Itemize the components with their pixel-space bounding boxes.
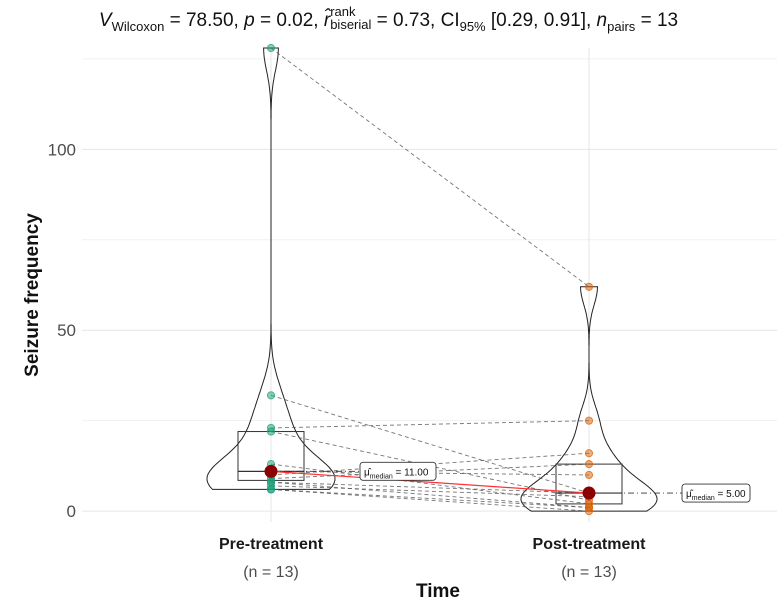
ci-sub: 95% [459, 18, 486, 34]
x-tick-n-label: (n = 13) [561, 564, 617, 581]
data-point [266, 391, 276, 400]
pair-lines [270, 47, 590, 512]
grid [82, 48, 777, 522]
data-point [266, 485, 276, 494]
x-axis-label: Time [416, 581, 460, 602]
chart-title: VWilcoxon = 78.50, p = 0.02, r̂ rank biser… [0, 5, 777, 34]
p-value: = 0.02, [259, 10, 319, 32]
data-point [266, 43, 276, 53]
median-label-post-box [681, 483, 751, 503]
y-axis-label: Seizure frequency [22, 213, 43, 377]
ci-symbol: CI [440, 10, 460, 32]
x-tick-label: Pre-treatment [219, 536, 324, 553]
data-point [584, 416, 594, 425]
violins [206, 47, 658, 512]
violin-post [520, 286, 658, 512]
median-point-post [582, 486, 596, 500]
pair-line [270, 481, 590, 494]
y-tick-label: 0 [67, 502, 76, 521]
pair-line [270, 420, 590, 429]
data-point [584, 449, 594, 458]
data-point [584, 282, 594, 291]
n-sub: pairs [607, 18, 636, 34]
pair-line [270, 481, 590, 508]
x-tick-n-label: (n = 13) [243, 564, 299, 581]
pair-line [270, 47, 590, 288]
median-label-post-text: μ̂median = 5.00 [686, 488, 746, 502]
n-value: = 13 [640, 10, 679, 32]
r-sup: rank [330, 4, 356, 19]
medians: μ̂median = 11.00 μ̂median = 5.00 [264, 461, 751, 503]
data-point [584, 470, 594, 480]
v-symbol: V [98, 10, 112, 32]
data-point [584, 460, 594, 469]
data-point [584, 507, 594, 516]
median-label-pre-text: μ̂median = 11.00 [364, 466, 429, 480]
median-connector [270, 470, 590, 494]
pair-line [270, 488, 590, 512]
pair-line [270, 463, 590, 505]
r-sub: biserial [330, 17, 372, 32]
pair-line [270, 485, 590, 498]
pair-line [270, 488, 590, 508]
r-value: = 0.73, [376, 10, 436, 32]
r-symbol: r̂ [323, 10, 331, 32]
violin-pre [206, 47, 336, 490]
data-point [266, 427, 276, 436]
n-symbol: n [596, 10, 608, 32]
axes: 0 50 100 Pre-treatment (n = 13) Post-treatmen… [48, 140, 647, 581]
median-label-pre-box [359, 461, 437, 481]
data-points [266, 43, 594, 516]
y-tick-label: 100 [48, 140, 76, 159]
median-point-pre [264, 464, 278, 478]
v-value: = 78.50, [169, 10, 239, 32]
p-symbol: p [244, 10, 255, 32]
v-sub: Wilcoxon [111, 18, 165, 34]
x-tick-label: Post-treatment [533, 536, 647, 553]
y-tick-label: 50 [57, 321, 76, 340]
ci-value: [0.29, 0.91], [490, 10, 592, 32]
r-stack: rank biserial [330, 5, 371, 31]
